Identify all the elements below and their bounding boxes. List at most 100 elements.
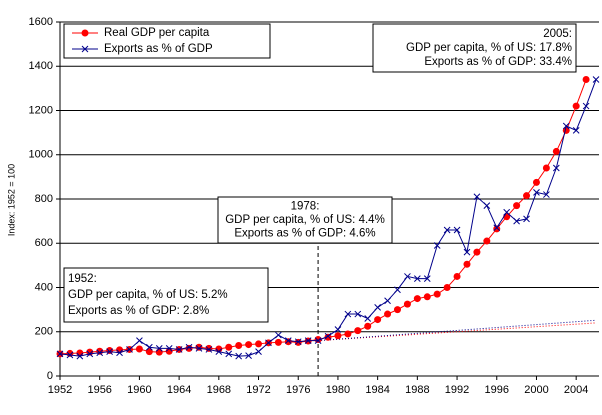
- point: [503, 208, 511, 216]
- annotation-box: [372, 23, 577, 73]
- point: [483, 237, 491, 245]
- y-tick-label: 1200: [29, 104, 53, 116]
- point: [245, 352, 252, 359]
- point: [255, 348, 262, 356]
- point: [443, 226, 451, 234]
- point: [334, 332, 342, 340]
- point: [394, 286, 401, 294]
- point: [155, 348, 163, 356]
- point: [592, 76, 600, 83]
- point: [532, 178, 540, 186]
- point: [284, 337, 292, 344]
- point: [354, 310, 362, 318]
- annotation-text: Exports as % of GDP: 33.4%: [424, 56, 572, 68]
- point: [453, 272, 461, 280]
- point: [175, 346, 183, 353]
- x-tick-label: 1976: [286, 384, 310, 396]
- point: [384, 297, 391, 305]
- x-tick-label: 1960: [127, 384, 151, 396]
- point: [324, 332, 332, 340]
- point: [374, 316, 382, 324]
- point: [245, 341, 253, 349]
- point: [344, 330, 352, 338]
- point: [423, 275, 431, 283]
- point: [265, 339, 272, 347]
- point: [66, 351, 74, 359]
- point: [423, 293, 431, 301]
- point: [294, 338, 302, 346]
- point: [523, 192, 531, 200]
- point: [493, 224, 501, 232]
- point: [572, 127, 580, 134]
- annotation-text: Exports as % of GDP: 4.6%: [234, 227, 375, 239]
- point: [533, 189, 540, 196]
- point: [185, 343, 193, 351]
- point: [463, 260, 471, 268]
- point: [344, 310, 352, 318]
- annotation-text: GDP per capita, % of US: 17.8%: [406, 42, 572, 54]
- point: [542, 164, 550, 172]
- point: [155, 344, 163, 352]
- point: [255, 340, 263, 348]
- point: [384, 310, 392, 318]
- point: [106, 348, 113, 356]
- legend-marker: [81, 45, 89, 53]
- point: [314, 337, 322, 344]
- point: [215, 345, 223, 353]
- point: [513, 202, 521, 210]
- legend-label: Real GDP per capita: [104, 27, 210, 39]
- point: [135, 345, 143, 353]
- y-axis-label: Index: 1952 = 100: [6, 164, 16, 236]
- point: [66, 349, 74, 357]
- y-tick-label: 1400: [29, 60, 53, 72]
- x-tick-label: 1952: [48, 384, 72, 396]
- point: [76, 352, 84, 360]
- point: [453, 226, 461, 234]
- point: [393, 306, 401, 314]
- point: [443, 284, 451, 291]
- point: [483, 202, 491, 209]
- x-tick-label: 1956: [87, 384, 111, 396]
- x-tick-label: 2004: [564, 384, 588, 396]
- point: [473, 248, 481, 256]
- point: [404, 273, 411, 280]
- point: [562, 122, 570, 130]
- x-tick-label: 2000: [524, 384, 548, 396]
- annotation-text: GDP per capita, % of US: 5.2%: [68, 289, 228, 301]
- point: [195, 344, 203, 352]
- point: [493, 225, 501, 233]
- x-tick-label: 1992: [445, 384, 469, 396]
- legend-marker: [81, 29, 89, 37]
- y-tick-label: 600: [35, 237, 53, 249]
- point: [552, 164, 560, 172]
- point: [364, 322, 372, 330]
- point: [433, 242, 441, 249]
- point: [205, 346, 213, 353]
- point: [136, 337, 143, 344]
- point: [364, 315, 372, 322]
- y-tick-label: 1600: [29, 16, 53, 28]
- point: [116, 349, 123, 357]
- point: [354, 327, 362, 335]
- point: [275, 331, 282, 339]
- point: [334, 326, 342, 333]
- point: [106, 347, 114, 355]
- point: [413, 295, 421, 303]
- annotation-text: Exports as % of GDP: 2.8%: [68, 305, 209, 317]
- annotation-text: 2005:: [543, 28, 572, 40]
- y-tick-label: 400: [35, 281, 53, 293]
- annotation-box: [63, 267, 269, 323]
- point: [225, 343, 233, 351]
- point: [205, 344, 213, 352]
- x-tick-label: 1964: [167, 384, 191, 396]
- point: [126, 346, 133, 353]
- point: [543, 191, 550, 198]
- x-tick-label: 1996: [485, 384, 509, 396]
- point: [572, 102, 580, 110]
- x-tick-label: 1968: [207, 384, 231, 396]
- point: [195, 343, 203, 351]
- point: [86, 350, 94, 358]
- y-tick-label: 0: [47, 370, 53, 382]
- legend-box: [63, 23, 271, 59]
